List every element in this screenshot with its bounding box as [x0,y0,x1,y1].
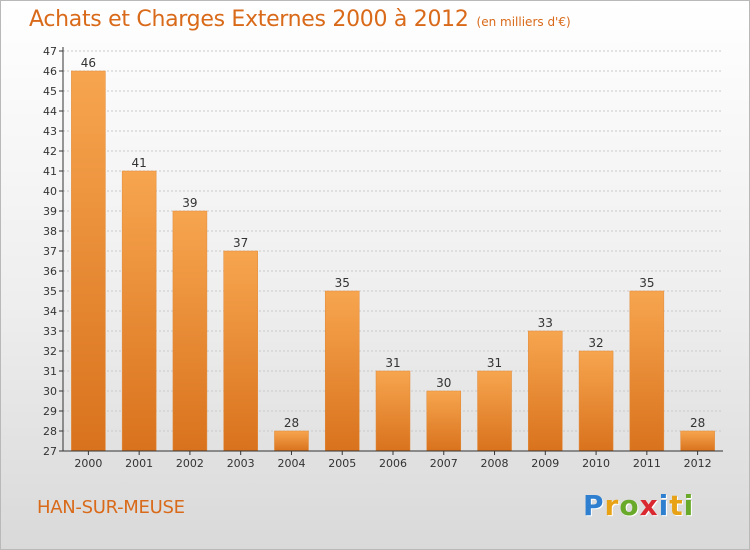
x-tick-label: 2004 [277,457,305,470]
bar [477,370,512,452]
x-tick-label: 2008 [481,457,509,470]
chart-title: Achats et Charges Externes 2000 à 2012 (e… [29,7,571,32]
bar [375,370,411,452]
chart-units: (en milliers d'€) [476,15,571,29]
y-tick-label: 39 [43,205,57,218]
x-tick-label: 2009 [531,457,559,470]
y-tick-label: 46 [43,65,57,78]
x-tick-label: 2003 [227,457,255,470]
y-tick-label: 41 [43,165,57,178]
logo-letter: r [604,489,620,522]
logo-letter: t [669,489,684,522]
bar-value-label: 35 [639,276,654,290]
bar-value-label: 35 [335,276,350,290]
bar-value-label: 46 [81,56,96,70]
chart-title-text: Achats et Charges Externes 2000 à 2012 [29,7,469,32]
proxiti-logo[interactable]: Proxiti [583,489,694,522]
bar-value-label: 41 [132,156,147,170]
bars [71,70,715,452]
logo-letter: x [639,489,659,522]
commune-name: HAN-SUR-MEUSE [37,497,185,518]
bar-value-label: 28 [690,416,705,430]
y-tick-label: 43 [43,125,57,138]
bar [629,290,665,452]
bar-value-label: 37 [233,236,248,250]
x-tick-label: 2011 [633,457,661,470]
bar [223,250,258,452]
y-tick-label: 40 [43,185,57,198]
y-tick-label: 32 [43,345,57,358]
logo-letter: i [658,489,670,522]
logo-letter: i [683,489,695,522]
bar-value-label: 31 [487,356,502,370]
y-tick-label: 47 [43,45,57,58]
bar [274,430,309,452]
bar [121,170,157,452]
y-tick-label: 44 [43,105,57,118]
y-tick-label: 31 [43,365,57,378]
bar-value-label: 33 [538,316,553,330]
bar-value-label: 30 [436,376,451,390]
y-tick-label: 36 [43,265,57,278]
bar-value-label: 28 [284,416,299,430]
bar [324,290,360,452]
y-tick-label: 33 [43,325,57,338]
labels: 27 28 29 30 31 32 33 34 35 36 37 38 39 40 41 42 43 44 45 46… [43,45,712,470]
bar [172,210,208,452]
bar [71,70,106,452]
y-tick-label: 42 [43,145,57,158]
logo-letter: P [583,489,605,522]
bar [578,350,614,452]
bar [528,330,563,452]
y-tick-label: 37 [43,245,57,258]
y-tick-label: 35 [43,285,57,298]
y-tick-label: 38 [43,225,57,238]
y-tick-label: 28 [43,425,57,438]
x-tick-label: 2007 [430,457,458,470]
x-tick-label: 2001 [125,457,153,470]
x-tick-label: 2005 [328,457,356,470]
y-tick-label: 27 [43,445,57,458]
bar-value-label: 31 [385,356,400,370]
x-tick-label: 2010 [582,457,610,470]
axes [59,47,723,455]
bar-value-label: 39 [182,196,197,210]
bar-value-label: 32 [588,336,603,350]
y-tick-label: 34 [43,305,57,318]
bar [426,390,462,452]
x-tick-label: 2002 [176,457,204,470]
x-tick-label: 2006 [379,457,407,470]
y-tick-label: 29 [43,405,57,418]
logo-letter: o [619,489,640,522]
x-tick-label: 2012 [684,457,712,470]
y-tick-label: 45 [43,85,57,98]
x-tick-label: 2000 [74,457,102,470]
bar [680,430,715,452]
y-tick-label: 30 [43,385,57,398]
